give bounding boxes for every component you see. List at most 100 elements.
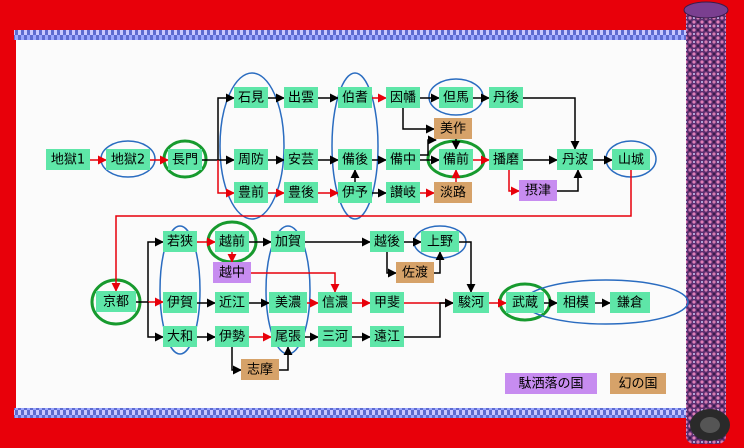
node-iwami: 石見 [234, 87, 268, 108]
svg-text:伊勢: 伊勢 [219, 330, 245, 345]
svg-text:遠江: 遠江 [374, 330, 400, 345]
svg-text:丹波: 丹波 [562, 153, 588, 168]
node-ise: 伊勢 [215, 326, 249, 347]
svg-text:摂津: 摂津 [525, 183, 551, 199]
svg-text:大和: 大和 [167, 330, 193, 345]
node-kouzuke: 上野 [421, 231, 459, 252]
svg-text:播磨: 播磨 [493, 153, 519, 168]
svg-text:佐渡: 佐渡 [402, 265, 428, 281]
svg-text:鎌倉: 鎌倉 [617, 296, 643, 311]
node-iyo: 伊予 [338, 182, 372, 203]
node-awaji: 淡路 [434, 182, 472, 203]
svg-text:甲斐: 甲斐 [374, 296, 400, 311]
node-bungo: 豊後 [284, 182, 318, 203]
node-kamakura: 鎌倉 [610, 292, 650, 313]
node-sanuki: 讃岐 [386, 182, 420, 203]
svg-text:幻の国: 幻の国 [618, 377, 657, 392]
node-etchu: 越中 [213, 262, 251, 283]
svg-text:伊予: 伊予 [342, 186, 368, 201]
svg-text:地獄1: 地獄1 [51, 153, 85, 168]
edge-toutoumi-suruga [404, 298, 454, 338]
node-kyoto: 京都 [96, 291, 136, 312]
svg-text:美作: 美作 [440, 122, 466, 137]
edge-nagato-buzen [217, 160, 235, 198]
svg-text:尾張: 尾張 [275, 330, 301, 345]
node-iga: 伊賀 [163, 292, 197, 313]
svg-text:地獄2: 地獄2 [111, 153, 145, 168]
edge-bicchu-mimasaka [420, 135, 437, 156]
svg-text:讃岐: 讃岐 [390, 186, 416, 201]
node-echigo: 越後 [370, 231, 404, 252]
svg-text:上野: 上野 [427, 235, 453, 250]
node-yamashiro: 山城 [612, 149, 650, 170]
node-tango: 丹後 [489, 87, 523, 108]
svg-text:武蔵: 武蔵 [512, 296, 538, 311]
node-suruga: 駿河 [453, 292, 489, 313]
svg-text:志摩: 志摩 [247, 362, 273, 378]
svg-text:丹後: 丹後 [493, 91, 519, 106]
svg-text:相模: 相模 [563, 296, 589, 311]
node-mino: 美濃 [269, 292, 307, 313]
node-aki: 安芸 [284, 149, 318, 170]
edge-kyoto-wakasa [136, 237, 164, 303]
node-settsu: 摂津 [519, 180, 557, 201]
node-wakasa: 若狭 [163, 231, 197, 252]
node-mikawa: 三河 [318, 326, 352, 347]
svg-text:石見: 石見 [238, 91, 264, 106]
svg-text:伊賀: 伊賀 [167, 296, 193, 311]
legend: 駄洒落の国 幻の国 [505, 373, 666, 394]
node-toutoumi: 遠江 [370, 326, 404, 347]
node-buzen: 豊前 [234, 182, 268, 203]
svg-text:備中: 備中 [390, 152, 416, 168]
edge-settsu-tanba [557, 169, 583, 192]
node-bingo: 備後 [338, 149, 372, 170]
edge-kouzuke-suruga [459, 241, 476, 293]
svg-text:因幡: 因幡 [390, 91, 416, 106]
node-nagato: 長門 [168, 149, 202, 170]
edge-inaba-mimasaka [402, 108, 435, 134]
svg-text:備後: 備後 [342, 152, 368, 168]
node-kai: 甲斐 [370, 292, 404, 313]
node-inaba: 因幡 [386, 87, 420, 108]
node-mimasaka: 美作 [434, 118, 472, 139]
svg-text:山城: 山城 [618, 153, 644, 168]
scroll-roll [683, 1, 730, 444]
edge-ise-shima [231, 347, 242, 375]
svg-text:近江: 近江 [219, 296, 245, 311]
svg-text:三河: 三河 [322, 330, 348, 345]
svg-text:長門: 長門 [172, 153, 198, 168]
node-sado: 佐渡 [396, 262, 434, 283]
svg-text:但馬: 但馬 [443, 91, 469, 106]
svg-text:京都: 京都 [103, 295, 129, 310]
svg-text:越中: 越中 [219, 266, 245, 281]
node-bicchu: 備中 [386, 149, 420, 170]
edge-yamashiro-kyoto [111, 170, 632, 292]
svg-text:越後: 越後 [374, 235, 400, 250]
svg-text:加賀: 加賀 [275, 235, 301, 250]
edge-shima-owari [279, 346, 293, 371]
edge-harima-settsu [508, 170, 520, 196]
svg-text:豊後: 豊後 [288, 186, 314, 201]
edge-kyoto-yamato [147, 302, 164, 342]
svg-text:出雲: 出雲 [288, 91, 314, 106]
edge-sado-kouzuke [434, 251, 445, 274]
svg-text:淡路: 淡路 [440, 185, 466, 201]
edge-etchu-shinano [251, 272, 340, 293]
node-tanba: 丹波 [557, 149, 593, 170]
node-shima: 志摩 [241, 359, 279, 380]
node-bizen: 備前 [439, 149, 473, 170]
node-shinano: 信濃 [318, 292, 352, 313]
node-tajima: 但馬 [439, 87, 473, 108]
svg-text:若狭: 若狭 [167, 234, 193, 250]
node-musashi: 武蔵 [506, 292, 544, 313]
svg-text:備前: 備前 [443, 152, 469, 168]
svg-text:駄洒落の国: 駄洒落の国 [518, 377, 583, 392]
edge-nagato-iwami [202, 93, 235, 161]
svg-text:安芸: 安芸 [288, 152, 314, 168]
node-kaga: 加賀 [271, 231, 305, 252]
svg-text:駿河: 駿河 [458, 296, 484, 311]
node-jigoku1: 地獄1 [46, 149, 90, 170]
node-jigoku2: 地獄2 [106, 149, 150, 170]
edge-echigo-sado [386, 252, 397, 278]
